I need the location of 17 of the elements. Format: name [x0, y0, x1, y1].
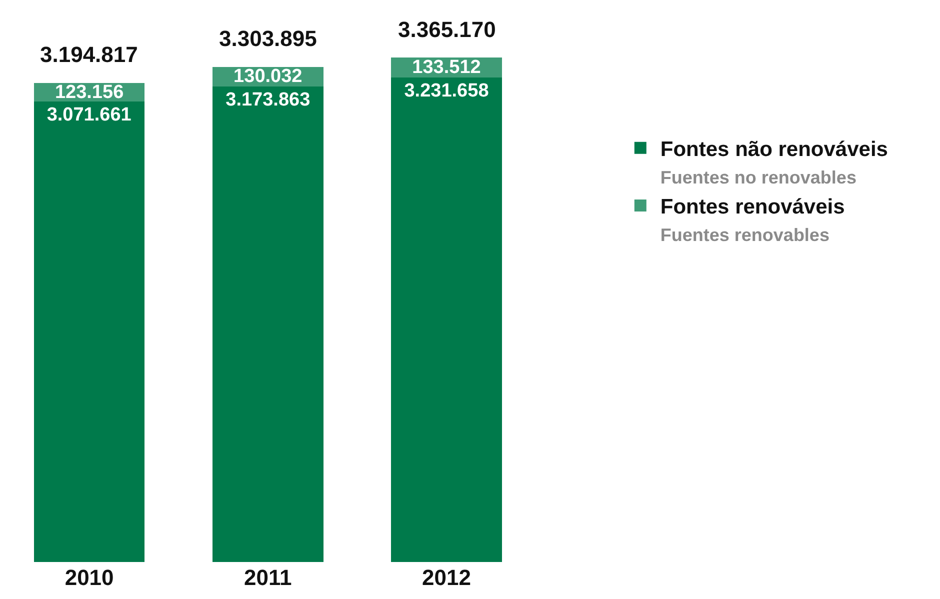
legend-label: Fontes não renováveis Fuentes no renovables — [660, 138, 888, 188]
data-label: 3.173.863 — [226, 89, 310, 110]
legend-label: Fontes renováveis Fuentes renovables — [660, 196, 845, 245]
data-label: 3.071.661 — [46, 104, 132, 126]
total-label: 3.194.817 — [40, 42, 138, 67]
x-tick-label: 2012 — [422, 565, 471, 590]
x-tick-label: 2010 — [64, 565, 114, 590]
data-label: 130.032 — [234, 66, 302, 88]
total-label: 3.365.170 — [398, 17, 496, 42]
total-label: 3.303.895 — [219, 26, 317, 51]
bar — [34, 102, 145, 562]
bar — [391, 78, 502, 562]
data-label: 133.512 — [412, 57, 481, 78]
bar — [212, 86, 324, 562]
data-label: 123.156 — [54, 82, 124, 103]
x-tick-label: 2011 — [244, 565, 292, 590]
data-label: 3.231.658 — [404, 80, 489, 102]
